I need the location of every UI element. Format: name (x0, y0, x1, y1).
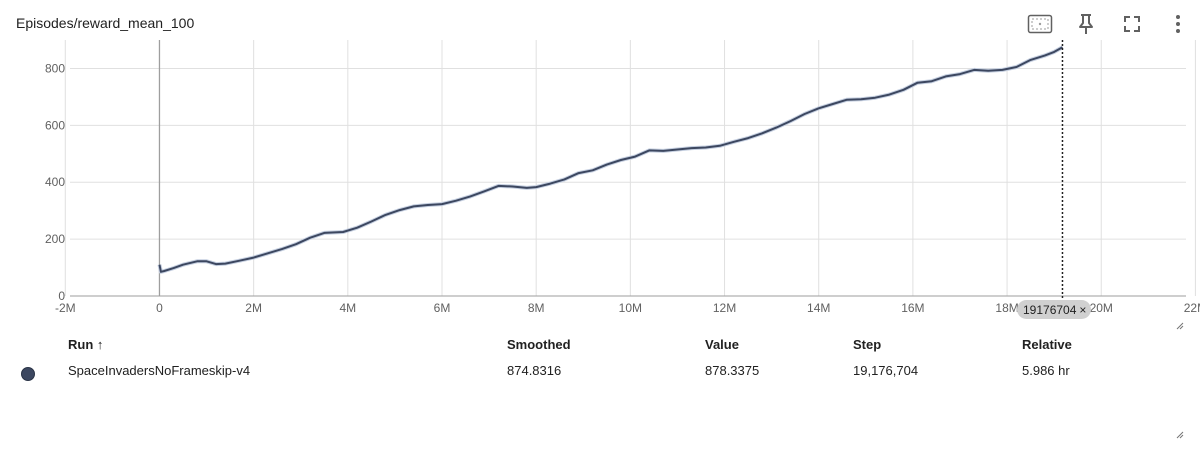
pin-icon (1079, 14, 1093, 34)
fit-domain-button[interactable] (1026, 10, 1054, 38)
y-tick-label: 0 (58, 289, 65, 303)
x-tick-label: 18M (995, 301, 1018, 315)
chart-tick-labels: -2M02M4M6M8M10M12M14M16M18M20M22M0200400… (45, 61, 1200, 315)
x-tick-label: 22M (1184, 301, 1200, 315)
y-tick-label: 800 (45, 61, 65, 75)
x-tick-label: 4M (339, 301, 356, 315)
run-color-swatch (21, 367, 35, 381)
column-header-relative[interactable]: Relative (1022, 337, 1072, 352)
more-options-button[interactable] (1164, 10, 1192, 38)
smoothed-value: 874.8316 (507, 363, 562, 378)
table-row: SpaceInvadersNoFrameskip-v4 874.8316 878… (0, 359, 1200, 385)
x-tick-label: 0 (156, 301, 163, 315)
table-header-row: Run ↑ Smoothed Value Step Relative (0, 333, 1200, 359)
x-tick-label: -2M (55, 301, 76, 315)
pin-button[interactable] (1072, 10, 1100, 38)
x-tick-label: 2M (245, 301, 262, 315)
x-tick-label: 6M (434, 301, 451, 315)
line-chart[interactable]: -2M02M4M6M8M10M12M14M16M18M20M22M0200400… (0, 40, 1200, 330)
step-value: 19,176,704 (853, 363, 919, 378)
y-tick-label: 400 (45, 175, 65, 189)
resize-handle-icon[interactable] (1176, 322, 1184, 330)
relative-time: 5.986 hr (1022, 363, 1070, 378)
column-header-value[interactable]: Value (705, 337, 739, 352)
y-tick-label: 600 (45, 118, 65, 132)
series-line (158, 46, 1063, 273)
x-tick-label: 16M (901, 301, 924, 315)
x-tick-label: 12M (713, 301, 736, 315)
card-toolbar (1008, 10, 1192, 38)
run-table: Run ↑ Smoothed Value Step Relative Space… (0, 333, 1200, 385)
column-header-run[interactable]: Run ↑ (68, 337, 104, 352)
x-tick-label: 20M (1090, 301, 1113, 315)
fullscreen-icon (1124, 16, 1140, 32)
run-name: SpaceInvadersNoFrameskip-v4 (68, 363, 251, 378)
resize-handle-icon[interactable] (1176, 431, 1184, 439)
chart-grid (64, 40, 1196, 296)
raw-value: 878.3375 (705, 363, 760, 378)
chart-series (157, 45, 1064, 274)
hover-step-pill: 19176704 × (1017, 300, 1092, 319)
card-title: Episodes/reward_mean_100 (16, 15, 195, 31)
x-tick-label: 14M (807, 301, 830, 315)
x-tick-label: 8M (528, 301, 545, 315)
hover-step-label: 19176704 (1023, 302, 1077, 317)
close-icon[interactable]: × (1079, 302, 1087, 317)
more-vert-icon (1176, 15, 1180, 33)
y-tick-label: 200 (45, 232, 65, 246)
column-header-smoothed[interactable]: Smoothed (507, 337, 571, 352)
chart-axes (70, 40, 1186, 297)
fullscreen-button[interactable] (1118, 10, 1146, 38)
x-tick-label: 10M (619, 301, 642, 315)
column-header-step[interactable]: Step (853, 337, 882, 352)
fit-domain-icon (1027, 14, 1053, 34)
